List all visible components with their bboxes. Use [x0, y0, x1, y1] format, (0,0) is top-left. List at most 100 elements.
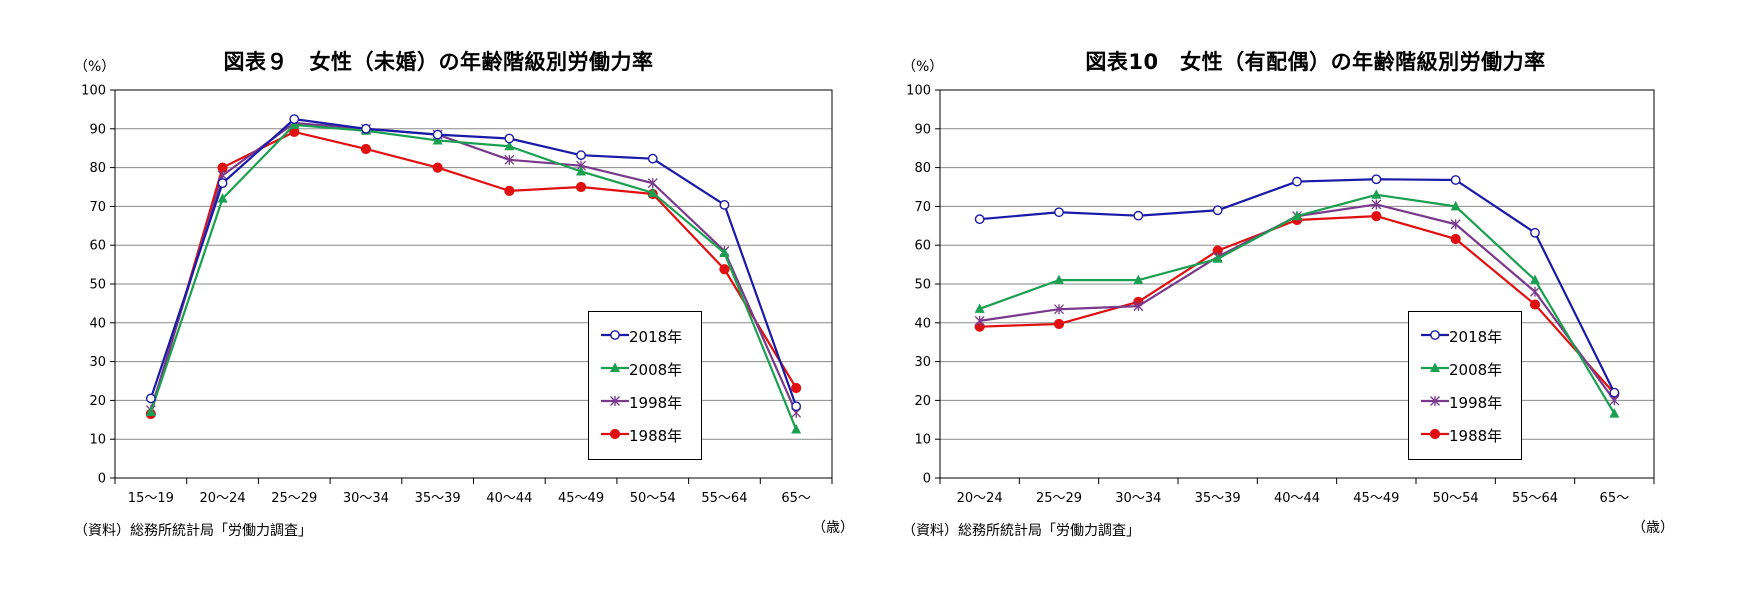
- x-tick-label: 35～39: [415, 491, 461, 506]
- y-tick-label: 30: [89, 355, 106, 370]
- legend-label: 2018年: [1449, 328, 1503, 346]
- data-point: [647, 153, 658, 164]
- legend-marker: [610, 330, 620, 340]
- legend-swatch: [1421, 428, 1449, 440]
- legend-swatch: [1421, 362, 1449, 372]
- data-point: [1054, 304, 1064, 315]
- data-point: [719, 247, 730, 257]
- data-point: [1292, 176, 1302, 187]
- y-tick-label: 100: [906, 84, 931, 99]
- x-axis-unit: （歳）: [812, 520, 854, 536]
- data-point: [1133, 274, 1144, 285]
- y-tick-label: 100: [81, 84, 106, 99]
- legend-label: 1998年: [629, 394, 683, 412]
- data-point: [289, 119, 300, 129]
- x-tick-label: 30～34: [1115, 491, 1161, 506]
- y-tick-label: 70: [914, 200, 931, 215]
- y-tick-label: 0: [923, 472, 931, 487]
- data-point: [1212, 205, 1223, 216]
- data-point: [504, 154, 515, 165]
- data-point: [1530, 227, 1540, 238]
- x-tick-label: 50～54: [1433, 491, 1479, 506]
- legend-swatch: [1421, 330, 1449, 340]
- data-point: [791, 382, 802, 394]
- data-point: [791, 401, 802, 412]
- legend-item: 2018年: [1409, 323, 1521, 347]
- y-tick-label: 50: [89, 278, 106, 293]
- line-chart: 0 10 20 30 40 50 60 70 80 90 100 15～19 20～24 25～29 30～…: [81, 84, 833, 506]
- legend-swatch: [1421, 396, 1449, 406]
- legend-marker: [1430, 330, 1440, 340]
- legend-item: 1998年: [589, 389, 701, 413]
- x-tick-label: 20～24: [957, 491, 1003, 506]
- x-axis-unit: （歳）: [1632, 520, 1674, 536]
- y-tick-label: 50: [914, 278, 931, 293]
- y-tick-label: 0: [98, 472, 106, 487]
- data-point: [576, 150, 586, 161]
- legend-item: 1988年: [589, 422, 701, 446]
- data-point: [1609, 408, 1620, 418]
- data-point: [974, 303, 985, 313]
- legend-label: 1988年: [1449, 427, 1503, 445]
- legend-swatch: [601, 330, 629, 340]
- y-tick-label: 40: [89, 316, 106, 331]
- legend-marker: [1430, 362, 1440, 372]
- data-point: [974, 214, 985, 225]
- data-point: [1053, 318, 1065, 330]
- y-tick-label: 30: [914, 355, 931, 370]
- legend-marker: [610, 362, 620, 372]
- gridlines: 0 10 20 30 40 50 60 70 80 90 100: [81, 84, 832, 487]
- data-point: [575, 181, 587, 193]
- data-point: [360, 143, 372, 155]
- x-tick-label: 35～39: [1195, 491, 1241, 506]
- plot-area: [939, 89, 1655, 479]
- y-tick-label: 60: [914, 239, 931, 254]
- legend-item: 2018年: [589, 323, 701, 347]
- legend-swatch: [601, 396, 629, 406]
- x-tick-label: 30～34: [343, 491, 389, 506]
- x-tick-label: 55～64: [701, 491, 747, 506]
- chart-panel-unmarried: 図表９ 女性（未婚）の年齢階級別労働力率 （%） （歳） （資料）総務所統計局「…: [0, 0, 877, 594]
- legend-label: 2008年: [1449, 361, 1503, 379]
- data-point: [1529, 299, 1541, 310]
- y-tick-label: 20: [914, 394, 931, 409]
- y-axis-unit: （%）: [74, 59, 116, 75]
- legend-swatch: [601, 428, 629, 440]
- data-point: [974, 315, 985, 326]
- series-1988年: [974, 211, 1620, 399]
- y-tick-label: 80: [914, 161, 931, 176]
- data-point: [289, 114, 300, 125]
- data-point: [1371, 189, 1382, 199]
- data-point: [1133, 210, 1144, 221]
- x-axis: 15～19 20～24 25～29 30～34 35～39 40～44 45～49 50～54…: [114, 478, 833, 506]
- data-point: [1054, 274, 1064, 285]
- x-tick-label: 40～44: [486, 491, 532, 506]
- data-point: [1450, 219, 1461, 230]
- legend-item: 1988年: [1409, 422, 1521, 446]
- data-point: [504, 185, 515, 196]
- x-tick-label: 65～: [1600, 491, 1630, 506]
- x-tick-label: 40～44: [1274, 491, 1320, 506]
- x-tick-label: 50～54: [630, 491, 676, 506]
- data-point: [1450, 175, 1461, 185]
- x-tick-label: 20～24: [200, 491, 246, 506]
- legend-swatch: [601, 362, 629, 372]
- data-point: [719, 199, 730, 210]
- x-tick-label: 65～: [781, 491, 811, 506]
- data-point: [1371, 211, 1382, 222]
- series-line: [149, 121, 798, 414]
- x-tick-label: 15～19: [128, 491, 174, 506]
- data-point: [145, 406, 156, 417]
- y-tick-label: 70: [89, 200, 106, 215]
- data-point: [361, 123, 371, 134]
- source-note: （資料）総務所統計局「労働力調査」: [902, 523, 1140, 539]
- chart-panel-married: 図表10 女性（有配偶）の年齢階級別労働力率 （%） （歳） （資料）総務所統計…: [877, 0, 1754, 594]
- y-tick-label: 60: [89, 239, 106, 254]
- legend-label: 1988年: [629, 427, 683, 445]
- legend-label: 2018年: [629, 328, 683, 346]
- x-tick-label: 25～29: [271, 491, 317, 506]
- legend-marker: [1429, 428, 1441, 440]
- line-chart: 0 10 20 30 40 50 60 70 80 90 100 20～24 25～29 30～34 35～…: [906, 84, 1655, 506]
- data-point: [1212, 253, 1223, 263]
- legend-marker: [1430, 396, 1440, 406]
